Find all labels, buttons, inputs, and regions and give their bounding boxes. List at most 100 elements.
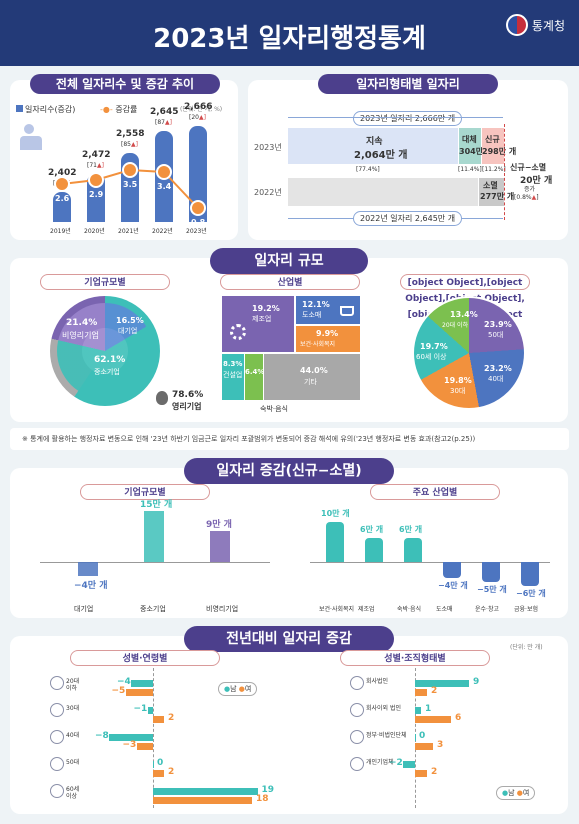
- bracket-2023: [288, 117, 503, 118]
- firm-value: 15만 개: [140, 500, 173, 510]
- net-sub: 증가: [524, 186, 536, 193]
- job-scale-title: 일자리 규모: [210, 248, 368, 274]
- rate-value: 2.9: [89, 190, 104, 199]
- food-pct: 6.4%: [245, 368, 265, 376]
- s5-left-axis: [153, 668, 154, 808]
- jobs-value: 2,472: [82, 150, 111, 160]
- org-logo: 통계청: [505, 14, 565, 36]
- year-tick: 2021년: [118, 228, 139, 235]
- person-icon: [50, 757, 64, 771]
- person-icon: [350, 703, 364, 717]
- row-label: 회사이외 법인: [366, 705, 402, 712]
- gone-bar: 소멸 277만 개: [479, 178, 514, 206]
- health-pct: 9.9%: [316, 329, 339, 338]
- firm-label: 중소기업: [140, 605, 166, 613]
- age-20s-label: 20대 이하: [442, 322, 469, 329]
- ind-label: 운수·창고: [475, 606, 499, 613]
- net-pct: [0.8%▲]: [514, 194, 539, 201]
- firm-np-pct: 21.4%: [66, 318, 98, 328]
- header: 2023년 일자리행정통계 통계청: [0, 0, 579, 66]
- person-icon: [50, 676, 64, 690]
- firm-subtitle: 기업규모별: [40, 274, 170, 290]
- male-value: 1: [425, 704, 432, 714]
- treemap-food: 6.4%: [245, 354, 265, 400]
- sustain-value: 2,064만 개: [354, 150, 408, 161]
- firm-inner-pie: [57, 303, 153, 399]
- ind-label: 금융·보험: [514, 606, 538, 613]
- money-bag-icon: [156, 391, 168, 405]
- female-bar: [415, 716, 451, 723]
- rate-line: [61, 168, 199, 209]
- s4-firm-subtitle: 기업규모별: [80, 484, 210, 500]
- etc-label: 기타: [304, 378, 317, 386]
- male-bar: [109, 734, 153, 741]
- ind-bar: [482, 562, 500, 582]
- legend-line-swatch: -●-: [100, 105, 113, 114]
- age-60s-label: 60세 이상: [416, 353, 447, 361]
- treemap-retail: 12.1% 도소매: [296, 296, 360, 324]
- gone-label: 소멸: [483, 181, 498, 190]
- s5-right-subtitle: 성별·조직형태별: [340, 650, 490, 666]
- person-icon: [50, 784, 64, 798]
- row-label: 40대: [66, 732, 80, 739]
- age-50s-pct: 23.9%: [484, 320, 512, 329]
- new-value: 298만 개: [482, 147, 517, 156]
- food-label: 숙박·음식: [260, 405, 288, 413]
- person-icon: [50, 730, 64, 744]
- legend-bar: 일자리수(증감): [16, 104, 75, 115]
- female-bar: [136, 743, 153, 750]
- ind-value: 6만 개: [399, 525, 423, 534]
- jobs-value: 2,645: [150, 106, 179, 117]
- row-label: 정부·비법인단체: [366, 732, 407, 739]
- total-2022: 2022년 일자리 2,645만 개: [353, 211, 463, 226]
- female-bar: [415, 689, 427, 696]
- new-label: 신규: [485, 135, 500, 144]
- firm-bar: [78, 562, 98, 576]
- firm-big-pct: 16.5%: [116, 316, 144, 325]
- ind-value: −6만 개: [516, 589, 546, 598]
- net-label: 신규−소멸: [510, 163, 547, 172]
- new-bar: 신규 298만 개: [482, 128, 516, 164]
- legend-line-label: 증감률: [115, 105, 138, 114]
- ind-bar: [326, 522, 344, 562]
- age-60s-pct: 19.7%: [420, 342, 448, 351]
- age-40s-pct: 23.2%: [484, 364, 512, 373]
- female-bar: [415, 743, 433, 750]
- replace-label: 대체: [462, 135, 477, 144]
- new-pct: [11.2%]: [482, 166, 506, 173]
- male-bar: [147, 707, 153, 714]
- yoy-change-title: 전년대비 일자리 증감: [184, 626, 394, 652]
- ind-bar: [365, 538, 383, 562]
- ind-label: 숙박·음식: [397, 606, 421, 613]
- ind-label: 제조업: [358, 606, 375, 613]
- firm-profit-pct: 78.6%: [172, 390, 204, 400]
- legend-bar-swatch: [16, 105, 23, 112]
- treemap-construction: 8.3% 건설업: [222, 354, 244, 400]
- s5-unit: (단위: 만 개): [510, 644, 543, 651]
- firm-sme-label: 중소기업: [94, 368, 120, 376]
- job-type-title: 일자리형태별 일자리: [318, 74, 498, 94]
- legend-bar-label: 일자리수(증감): [25, 105, 76, 114]
- female-value: 2: [431, 767, 438, 777]
- rate-dot: [122, 162, 138, 178]
- job-scale-card: 일자리 규모 기업규모별 산업별 [object Object],[object…: [10, 248, 568, 422]
- s4-ind-axis: [310, 562, 550, 563]
- basket-icon: [340, 306, 354, 316]
- female-value: 6: [455, 713, 462, 723]
- firm-big-label: 대기업: [118, 327, 138, 335]
- female-bar: [415, 770, 427, 777]
- female-bar: [153, 797, 252, 804]
- firm-label: 대기업: [74, 605, 94, 613]
- jobs-value: 2,666: [184, 101, 213, 112]
- gear-icon: [230, 324, 246, 340]
- firm-profit-label: 영리기업: [172, 402, 202, 411]
- year-tick: 2019년: [50, 228, 71, 235]
- job-type-card: 일자리형태별 일자리 2023년 일자리 2,666만 개 2023년 지속 2…: [248, 74, 568, 240]
- male-bar: [415, 680, 469, 687]
- jobs-change: [85▲]: [121, 140, 138, 148]
- job-change-card: 일자리 증감(신규−소멸) 기업규모별 주요 산업별 −4만 개 대기업 15만 개…: [10, 458, 568, 618]
- female-bar: [153, 770, 164, 777]
- person-desk-icon: [20, 124, 46, 152]
- male-bar: [153, 761, 154, 768]
- age-pie-chart: [412, 296, 526, 410]
